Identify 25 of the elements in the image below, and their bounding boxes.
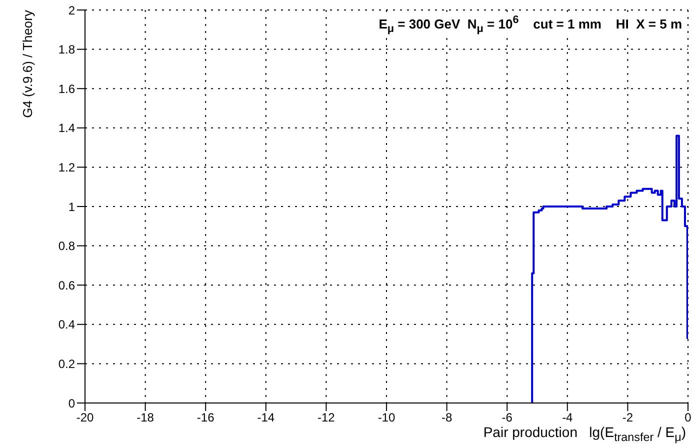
x-tick-label: -8 bbox=[441, 410, 452, 425]
y-tick-label: 0 bbox=[68, 396, 76, 410]
y-tick-label: 1.8 bbox=[58, 42, 76, 57]
x-tick-label: -18 bbox=[136, 410, 154, 425]
y-tick-label: 1 bbox=[68, 200, 76, 214]
y-tick-label: 0.8 bbox=[58, 239, 76, 254]
x-tick-label: -2 bbox=[622, 410, 634, 425]
chart-title: E$_{μ}$ = 300 GeV N$_{μ}$ = 10$^{6}$ cut = 1 mm HI X = 5 m bbox=[378, 14, 682, 35]
y-tick-label: 1.6 bbox=[58, 82, 76, 96]
x-tick-label: -16 bbox=[196, 410, 215, 425]
x-axis-title: Pair production lg(E$_{transfer}$ / E$_{μ}$) bbox=[483, 424, 686, 444]
y-tick-label: 2 bbox=[68, 3, 76, 18]
y-axis-title: G4 (v.9.6) / Theory bbox=[20, 10, 35, 118]
y-tick-label: 1.4 bbox=[58, 121, 76, 136]
x-tick-label: -6 bbox=[502, 410, 513, 425]
y-tick-label: 1.2 bbox=[58, 160, 76, 174]
y-tick-label: 0.6 bbox=[58, 278, 76, 292]
x-tick-label: -14 bbox=[257, 410, 275, 425]
x-tick-label: -20 bbox=[76, 410, 94, 425]
y-tick-label: 0.4 bbox=[58, 318, 76, 332]
x-tick-label: -12 bbox=[318, 410, 336, 425]
x-tick-label: -4 bbox=[562, 410, 574, 425]
x-tick-label: 0 bbox=[684, 410, 692, 425]
y-tick-label: 0.2 bbox=[58, 356, 76, 371]
x-tick-label: -10 bbox=[378, 410, 396, 425]
